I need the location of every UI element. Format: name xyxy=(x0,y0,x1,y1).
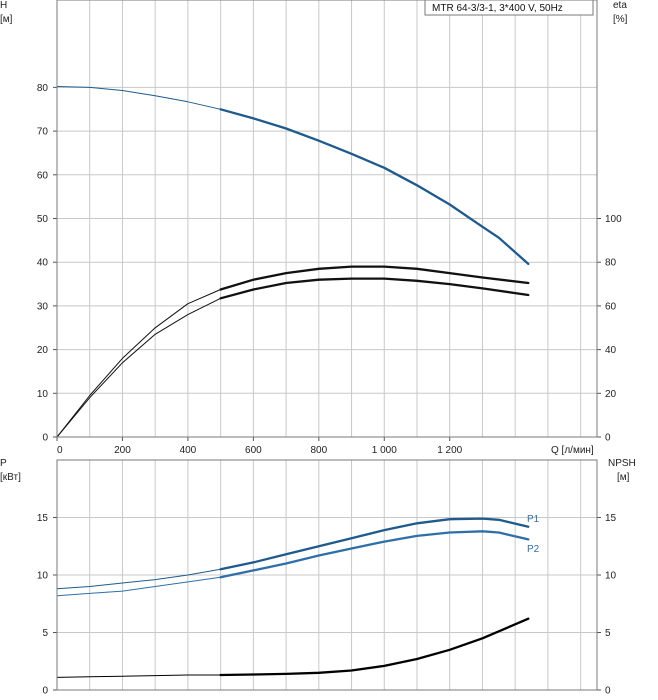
top-left-axis-label-line1: H xyxy=(0,0,7,11)
x-tick-label: 400 xyxy=(180,445,197,456)
bottom-left-axis-label-line2: [кВт] xyxy=(0,472,21,483)
curve-1-2-thick xyxy=(219,617,530,677)
y-right-tick-label: 80 xyxy=(605,258,617,269)
y-left-tick-label: 80 xyxy=(37,83,49,94)
y-right-tick-label: 10 xyxy=(605,571,617,582)
y-left-tick-label: 70 xyxy=(37,127,49,138)
y-left-tick-label: 20 xyxy=(37,345,49,356)
plot-frame xyxy=(56,0,598,438)
y-right-tick-label: 5 xyxy=(605,628,611,639)
y-right-tick-label: 100 xyxy=(605,214,622,225)
x-tick-label: 200 xyxy=(114,445,131,456)
curve-1-0-thin xyxy=(56,568,221,590)
legend-text: MTR 64-3/3-1, 3*400 V, 50Hz xyxy=(432,3,563,14)
y-right-tick-label: 15 xyxy=(605,513,617,524)
y-right-tick-label: 40 xyxy=(605,345,617,356)
legend-box xyxy=(424,0,594,16)
x-tick-label: 800 xyxy=(310,445,327,456)
frames-layer xyxy=(53,0,601,691)
curve-1-0-thick xyxy=(219,517,530,571)
x-tick-label: 1 000 xyxy=(372,445,397,456)
y-left-tick-label: 40 xyxy=(37,258,49,269)
curve-0-0-thin xyxy=(56,86,221,110)
p1-curve-label: P1 xyxy=(527,514,540,525)
plot-frame xyxy=(56,459,598,691)
y-left-tick-label: 5 xyxy=(42,628,48,639)
curve-1-1-thin xyxy=(56,576,221,597)
x-tick-label: 600 xyxy=(245,445,262,456)
y-right-tick-label: 0 xyxy=(605,433,611,444)
p2-curve-label: P2 xyxy=(527,544,540,555)
y-right-tick-label: 20 xyxy=(605,389,617,400)
x-tick-label: 1 200 xyxy=(437,445,462,456)
bottom-right-axis-label-line2: [м] xyxy=(617,472,630,483)
y-left-tick-label: 50 xyxy=(37,214,49,225)
top-left-axis-label-line2: [м] xyxy=(0,14,13,25)
x-axis-label: Q [л/мин] xyxy=(551,445,594,456)
y-right-tick-label: 60 xyxy=(605,301,617,312)
labels-layer: H [м] eta [%] Q [л/мин] P [кВт] NPSH [м]… xyxy=(0,0,636,697)
y-left-tick-label: 10 xyxy=(37,389,49,400)
curve-0-2-thick xyxy=(219,277,530,300)
bottom-right-axis-label-line1: NPSH xyxy=(608,458,636,469)
curve-0-1-thick xyxy=(219,265,530,291)
curves-layer xyxy=(56,86,530,678)
grid-layer xyxy=(57,0,597,690)
y-left-tick-label: 10 xyxy=(37,571,49,582)
y-right-tick-label: 0 xyxy=(605,686,611,697)
y-left-tick-label: 15 xyxy=(37,513,49,524)
top-right-axis-label-line2: [%] xyxy=(613,14,628,25)
curve-0-1-thin xyxy=(56,289,221,438)
y-left-tick-label: 0 xyxy=(42,686,48,697)
bottom-left-axis-label-line1: P xyxy=(0,458,7,469)
curve-1-2-thin xyxy=(56,674,221,678)
y-left-tick-label: 0 xyxy=(42,433,48,444)
curve-0-2-thin xyxy=(56,297,221,438)
top-right-axis-label-line1: eta xyxy=(613,0,627,11)
x-tick-label: 0 xyxy=(57,445,63,456)
y-left-tick-label: 60 xyxy=(37,170,49,181)
curve-0-0-thick xyxy=(219,108,530,266)
curve-1-1-thick xyxy=(219,530,530,579)
y-left-tick-label: 30 xyxy=(37,301,49,312)
